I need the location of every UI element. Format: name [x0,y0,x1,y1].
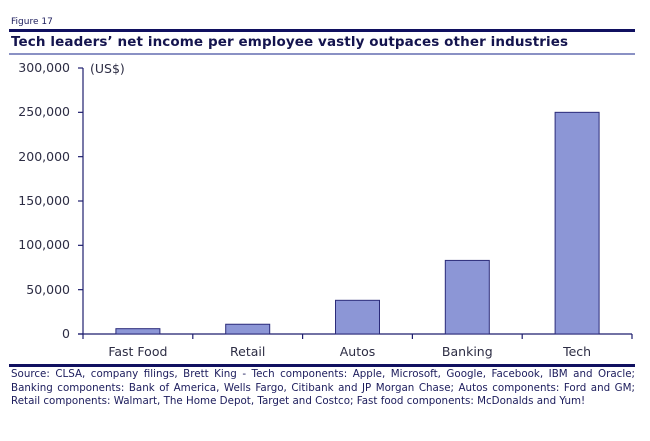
figure-label: Figure 17 [11,17,53,27]
x-tick-label: Retail [230,344,266,359]
bar-banking [444,259,490,335]
axes [78,67,633,339]
bar-tech [554,111,600,335]
y-tick-label: 300,000 [18,60,70,75]
unit-label: (US$) [90,61,125,76]
y-tick-label: 0 [62,326,70,341]
bottom-rule [9,364,635,367]
bar-autos [335,299,380,335]
bars [115,111,600,335]
title-underline [9,53,635,55]
y-tick-label: 200,000 [18,148,70,164]
x-tick-label: Tech [563,344,592,359]
top-rule [9,29,635,32]
bar-retail [225,323,271,335]
y-tick-label: 250,000 [18,104,70,120]
x-tick-label: Banking [441,344,493,359]
source-note: Source: CLSA, company filings, Brett Kin… [11,368,635,407]
y-tick-label: 150,000 [18,193,70,208]
x-tick-label: Fast Food [108,344,168,359]
y-tick-label: 50,000 [26,281,70,297]
chart-title: Tech leaders’ net income per employee va… [11,34,569,50]
x-tick-label: Autos [339,344,376,359]
bar-fast-food [115,328,161,335]
y-tick-label: 100,000 [18,237,70,253]
